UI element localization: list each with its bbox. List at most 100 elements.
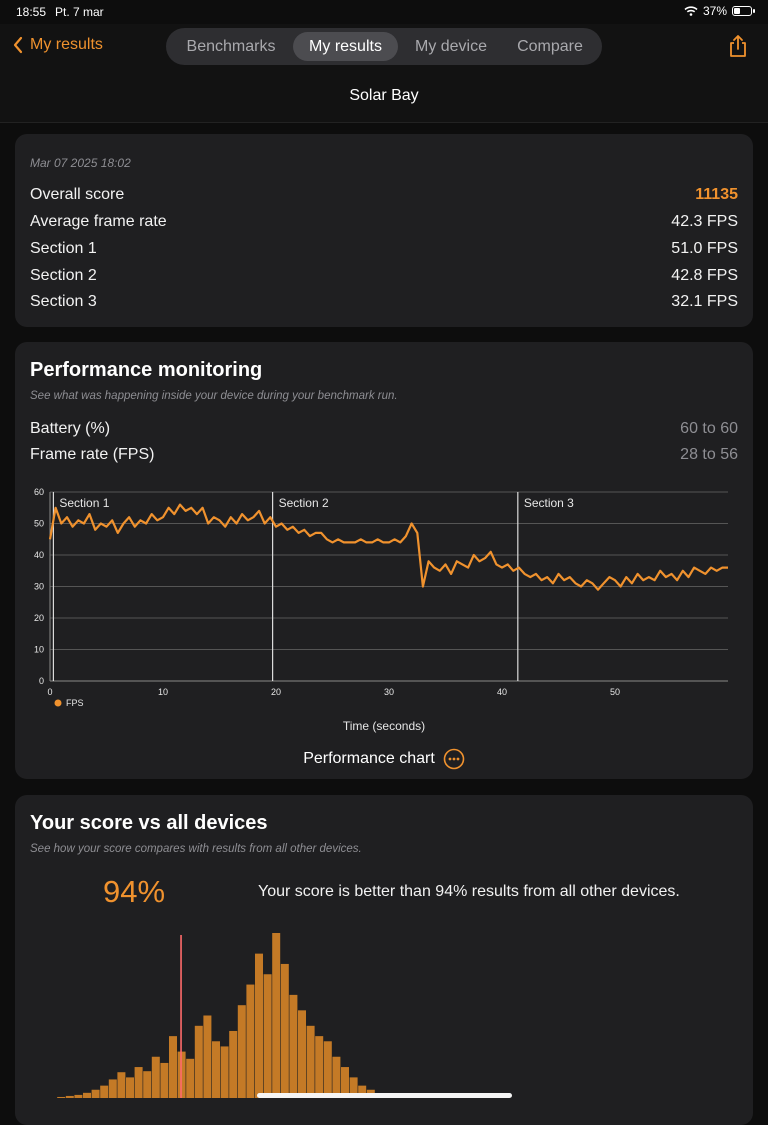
y-tick-label: 60 [34, 487, 44, 497]
histogram-bar [289, 994, 298, 1099]
tab-my-device[interactable]: My device [414, 38, 488, 55]
histogram-bar [169, 1036, 177, 1099]
tab-my-results[interactable]: My results [293, 32, 398, 61]
summary-row: Section 1 51.0 FPS [30, 240, 738, 260]
x-tick-label: 10 [158, 687, 168, 697]
histogram-bar [341, 1067, 349, 1098]
more-options-icon[interactable] [443, 748, 465, 770]
performance-chart-label: Performance chart [15, 748, 753, 770]
histogram-bar [255, 953, 263, 1099]
summary-row: Section 2 42.8 FPS [30, 267, 738, 287]
summary-row: Average frame rate 42.3 FPS [30, 213, 738, 233]
status-bar: 18:55 Pt. 7 mar 37% [0, 0, 768, 24]
histogram-bar [186, 1058, 195, 1098]
section-label: Section 1 [59, 496, 109, 510]
histogram-bar [151, 1056, 160, 1098]
status-date: Pt. 7 mar [55, 5, 104, 19]
x-tick-label: 50 [610, 687, 620, 697]
comparison-subtitle: See how your score compares with results… [30, 843, 362, 855]
histogram-bar [126, 1077, 134, 1099]
histogram-bar [160, 1062, 169, 1098]
wifi-icon [684, 6, 698, 16]
histogram-bar [298, 1010, 306, 1098]
histogram-bar [212, 1041, 220, 1098]
x-tick-label: 0 [47, 687, 52, 697]
histogram-bar [237, 1005, 246, 1098]
histogram-bar [263, 974, 272, 1098]
home-indicator [257, 1093, 512, 1098]
summary-value: 51.0 FPS [671, 240, 738, 257]
summary-value: 42.8 FPS [671, 267, 738, 284]
y-tick-label: 30 [34, 582, 44, 592]
summary-card: Mar 07 2025 18:02 Overall score 11135 Av… [15, 134, 753, 327]
monitor-value: 60 to 60 [680, 420, 738, 437]
histogram-bar [220, 1046, 229, 1098]
histogram-bar [280, 963, 289, 1098]
nav-bar: My results Benchmarks My results My devi… [0, 24, 768, 123]
page-title: Solar Bay [349, 87, 419, 104]
histogram-bar [306, 1025, 315, 1098]
histogram-bar [203, 1015, 212, 1098]
histogram-bar [74, 1094, 83, 1098]
tab-compare[interactable]: Compare [517, 38, 583, 55]
histogram-bar [108, 1079, 117, 1098]
share-button[interactable] [728, 34, 748, 63]
performance-chart-title: Performance chart [303, 750, 435, 767]
battery-percent: 37% [702, 4, 727, 18]
comparison-card: Your score vs all devices See how your s… [15, 795, 753, 1125]
performance-chart[interactable]: 0 10 20 30 40 50 60 0 10 20 30 40 50 Section 1 Section… [15, 342, 753, 722]
battery-icon [732, 6, 755, 16]
performance-card: Performance monitoring See what was happ… [15, 342, 753, 779]
monitor-label: Frame rate (FPS) [30, 446, 155, 463]
x-tick-label: 30 [384, 687, 394, 697]
status-time: 18:55 [16, 5, 47, 19]
histogram-bar [117, 1072, 126, 1098]
histogram-bar [83, 1092, 91, 1098]
monitor-value: 28 to 56 [680, 446, 738, 463]
tab-benchmarks[interactable]: Benchmarks [186, 38, 276, 55]
section-label: Section 3 [524, 496, 574, 510]
summary-label: Section 2 [30, 267, 97, 284]
summary-label: Section 1 [30, 240, 97, 257]
histogram-bar [194, 1025, 203, 1098]
monitor-row: Battery (%) 60 to 60 [30, 420, 738, 440]
histogram-bar [349, 1077, 358, 1099]
y-tick-label: 40 [34, 550, 44, 560]
performance-subtitle: See what was happening inside your devic… [30, 390, 398, 402]
x-axis-title: Time (seconds) [342, 719, 426, 733]
comparison-title: Your score vs all devices [30, 812, 268, 834]
chevron-left-icon [13, 36, 23, 54]
summary-value: 42.3 FPS [671, 213, 738, 230]
monitor-row: Frame rate (FPS) 28 to 56 [30, 446, 738, 466]
histogram-bar [272, 933, 281, 1098]
monitor-label: Battery (%) [30, 420, 111, 437]
histogram-bar [91, 1089, 100, 1098]
section-label: Section 2 [279, 496, 329, 510]
share-icon [730, 35, 746, 57]
y-tick-label: 20 [34, 613, 44, 623]
x-tick-label: 40 [497, 687, 507, 697]
y-tick-label: 10 [34, 645, 44, 655]
histogram-bar [134, 1067, 143, 1098]
back-button[interactable]: My results [12, 36, 103, 54]
performance-title: Performance monitoring [30, 359, 263, 381]
percentile-text: Your score is better than 94% results fr… [258, 883, 680, 900]
legend-swatch [54, 699, 62, 707]
summary-row: Overall score 11135 [30, 186, 738, 206]
fps-series-line [48, 503, 728, 591]
histogram-bar [358, 1085, 367, 1099]
summary-value: 32.1 FPS [671, 293, 738, 310]
overall-score-value: 11135 [695, 186, 738, 203]
status-right: 37% [684, 4, 755, 18]
score-distribution-chart [57, 933, 487, 1099]
summary-label: Average frame rate [30, 213, 167, 230]
summary-label: Section 3 [30, 293, 97, 310]
summary-label: Overall score [30, 186, 125, 203]
histogram-bar [323, 1041, 332, 1098]
back-label: My results [30, 36, 103, 53]
histogram-bar [57, 1096, 66, 1098]
histogram-bar [100, 1085, 109, 1099]
segmented-tabs: Benchmarks My results My device Compare [166, 28, 602, 65]
y-tick-label: 50 [34, 519, 44, 529]
histogram-bar [332, 1056, 341, 1098]
